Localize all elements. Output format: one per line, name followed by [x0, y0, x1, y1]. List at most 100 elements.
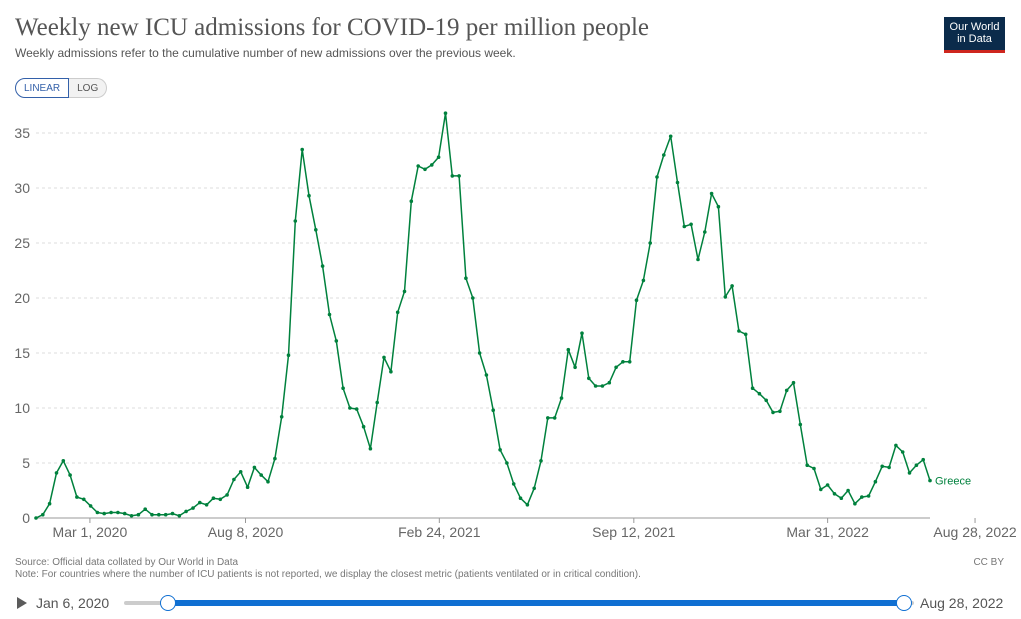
data-point[interactable] — [293, 219, 298, 223]
data-point[interactable] — [552, 416, 557, 420]
data-point[interactable] — [621, 360, 625, 364]
data-point[interactable] — [709, 191, 714, 196]
data-point[interactable] — [177, 514, 182, 518]
data-point[interactable] — [163, 512, 168, 517]
data-point[interactable] — [750, 386, 755, 391]
data-point[interactable] — [921, 457, 925, 462]
data-point[interactable] — [54, 471, 59, 475]
data-point[interactable] — [641, 278, 646, 283]
data-point[interactable] — [764, 398, 768, 403]
data-point[interactable] — [518, 496, 523, 501]
data-point[interactable] — [273, 456, 277, 461]
data-point[interactable] — [853, 501, 857, 506]
data-point[interactable] — [225, 493, 229, 497]
data-point[interactable] — [41, 512, 45, 517]
data-point[interactable] — [238, 470, 243, 474]
data-point[interactable] — [191, 506, 195, 510]
data-point[interactable] — [334, 339, 339, 343]
license-link[interactable]: CC BY — [973, 557, 1004, 568]
data-point[interactable] — [511, 482, 516, 486]
data-point[interactable] — [771, 410, 775, 415]
data-point[interactable] — [361, 424, 366, 429]
data-point[interactable] — [730, 284, 734, 288]
data-point[interactable] — [839, 496, 844, 501]
data-point[interactable] — [95, 510, 100, 515]
data-point[interactable] — [430, 163, 434, 167]
data-point[interactable] — [450, 174, 455, 178]
data-point[interactable] — [703, 230, 707, 234]
data-point[interactable] — [914, 463, 919, 468]
data-point[interactable] — [307, 193, 311, 198]
data-point[interactable] — [61, 459, 66, 463]
data-point[interactable] — [122, 511, 127, 516]
data-point[interactable] — [723, 295, 728, 299]
data-point[interactable] — [184, 509, 188, 514]
data-point[interactable] — [368, 446, 373, 451]
data-point[interactable] — [825, 483, 830, 487]
data-point[interactable] — [716, 204, 721, 209]
data-point[interactable] — [634, 298, 639, 303]
data-point[interactable] — [204, 503, 209, 507]
data-point[interactable] — [846, 488, 850, 493]
data-point[interactable] — [662, 153, 666, 157]
data-point[interactable] — [157, 512, 161, 517]
timeline-end-handle[interactable] — [896, 595, 912, 611]
data-point[interactable] — [832, 492, 837, 496]
data-point[interactable] — [784, 388, 789, 393]
data-point[interactable] — [682, 224, 687, 229]
data-point[interactable] — [614, 365, 618, 370]
data-point[interactable] — [812, 466, 816, 471]
data-point[interactable] — [252, 465, 257, 470]
data-point[interactable] — [580, 331, 584, 336]
timeline-selected-range[interactable] — [168, 600, 904, 606]
data-point[interactable] — [409, 199, 414, 203]
timeline-start-handle[interactable] — [160, 595, 176, 611]
data-point[interactable] — [791, 380, 796, 385]
data-point[interactable] — [860, 495, 864, 499]
data-point[interactable] — [266, 479, 270, 484]
data-point[interactable] — [457, 174, 461, 178]
data-point[interactable] — [341, 386, 345, 391]
data-point[interactable] — [389, 369, 393, 374]
series-line-greece[interactable] — [35, 112, 931, 519]
data-point[interactable] — [866, 494, 871, 498]
data-point[interactable] — [819, 487, 823, 492]
data-point[interactable] — [928, 478, 932, 483]
data-point[interactable] — [375, 400, 380, 405]
data-point[interactable] — [129, 514, 134, 518]
series-end-label[interactable]: Greece — [935, 476, 971, 488]
data-point[interactable] — [109, 510, 113, 515]
data-point[interactable] — [82, 497, 86, 502]
data-point[interactable] — [600, 384, 605, 388]
data-point[interactable] — [320, 264, 325, 268]
owid-logo[interactable]: Our World in Data — [944, 17, 1005, 53]
data-point[interactable] — [587, 376, 591, 381]
data-point[interactable] — [170, 511, 175, 516]
log-scale-button[interactable]: LOG — [69, 78, 108, 98]
data-point[interactable] — [498, 448, 502, 452]
data-point[interactable] — [573, 365, 577, 370]
data-point[interactable] — [395, 310, 400, 315]
data-point[interactable] — [102, 511, 106, 516]
data-point[interactable] — [627, 360, 632, 364]
data-point[interactable] — [327, 312, 332, 317]
data-point[interactable] — [464, 276, 468, 281]
data-point[interactable] — [314, 228, 318, 232]
data-point[interactable] — [737, 329, 741, 333]
data-point[interactable] — [593, 384, 598, 388]
data-point[interactable] — [675, 180, 680, 185]
data-point[interactable] — [607, 380, 612, 385]
data-point[interactable] — [655, 175, 659, 179]
data-point[interactable] — [68, 473, 72, 477]
data-point[interactable] — [136, 512, 141, 517]
data-point[interactable] — [88, 504, 93, 508]
data-point[interactable] — [382, 355, 386, 360]
data-point[interactable] — [143, 507, 147, 512]
data-point[interactable] — [279, 415, 284, 419]
data-point[interactable] — [894, 443, 898, 448]
data-point[interactable] — [423, 167, 427, 172]
data-point[interactable] — [471, 296, 475, 300]
data-point[interactable] — [354, 407, 359, 411]
data-point[interactable] — [211, 496, 216, 501]
data-point[interactable] — [436, 155, 441, 159]
